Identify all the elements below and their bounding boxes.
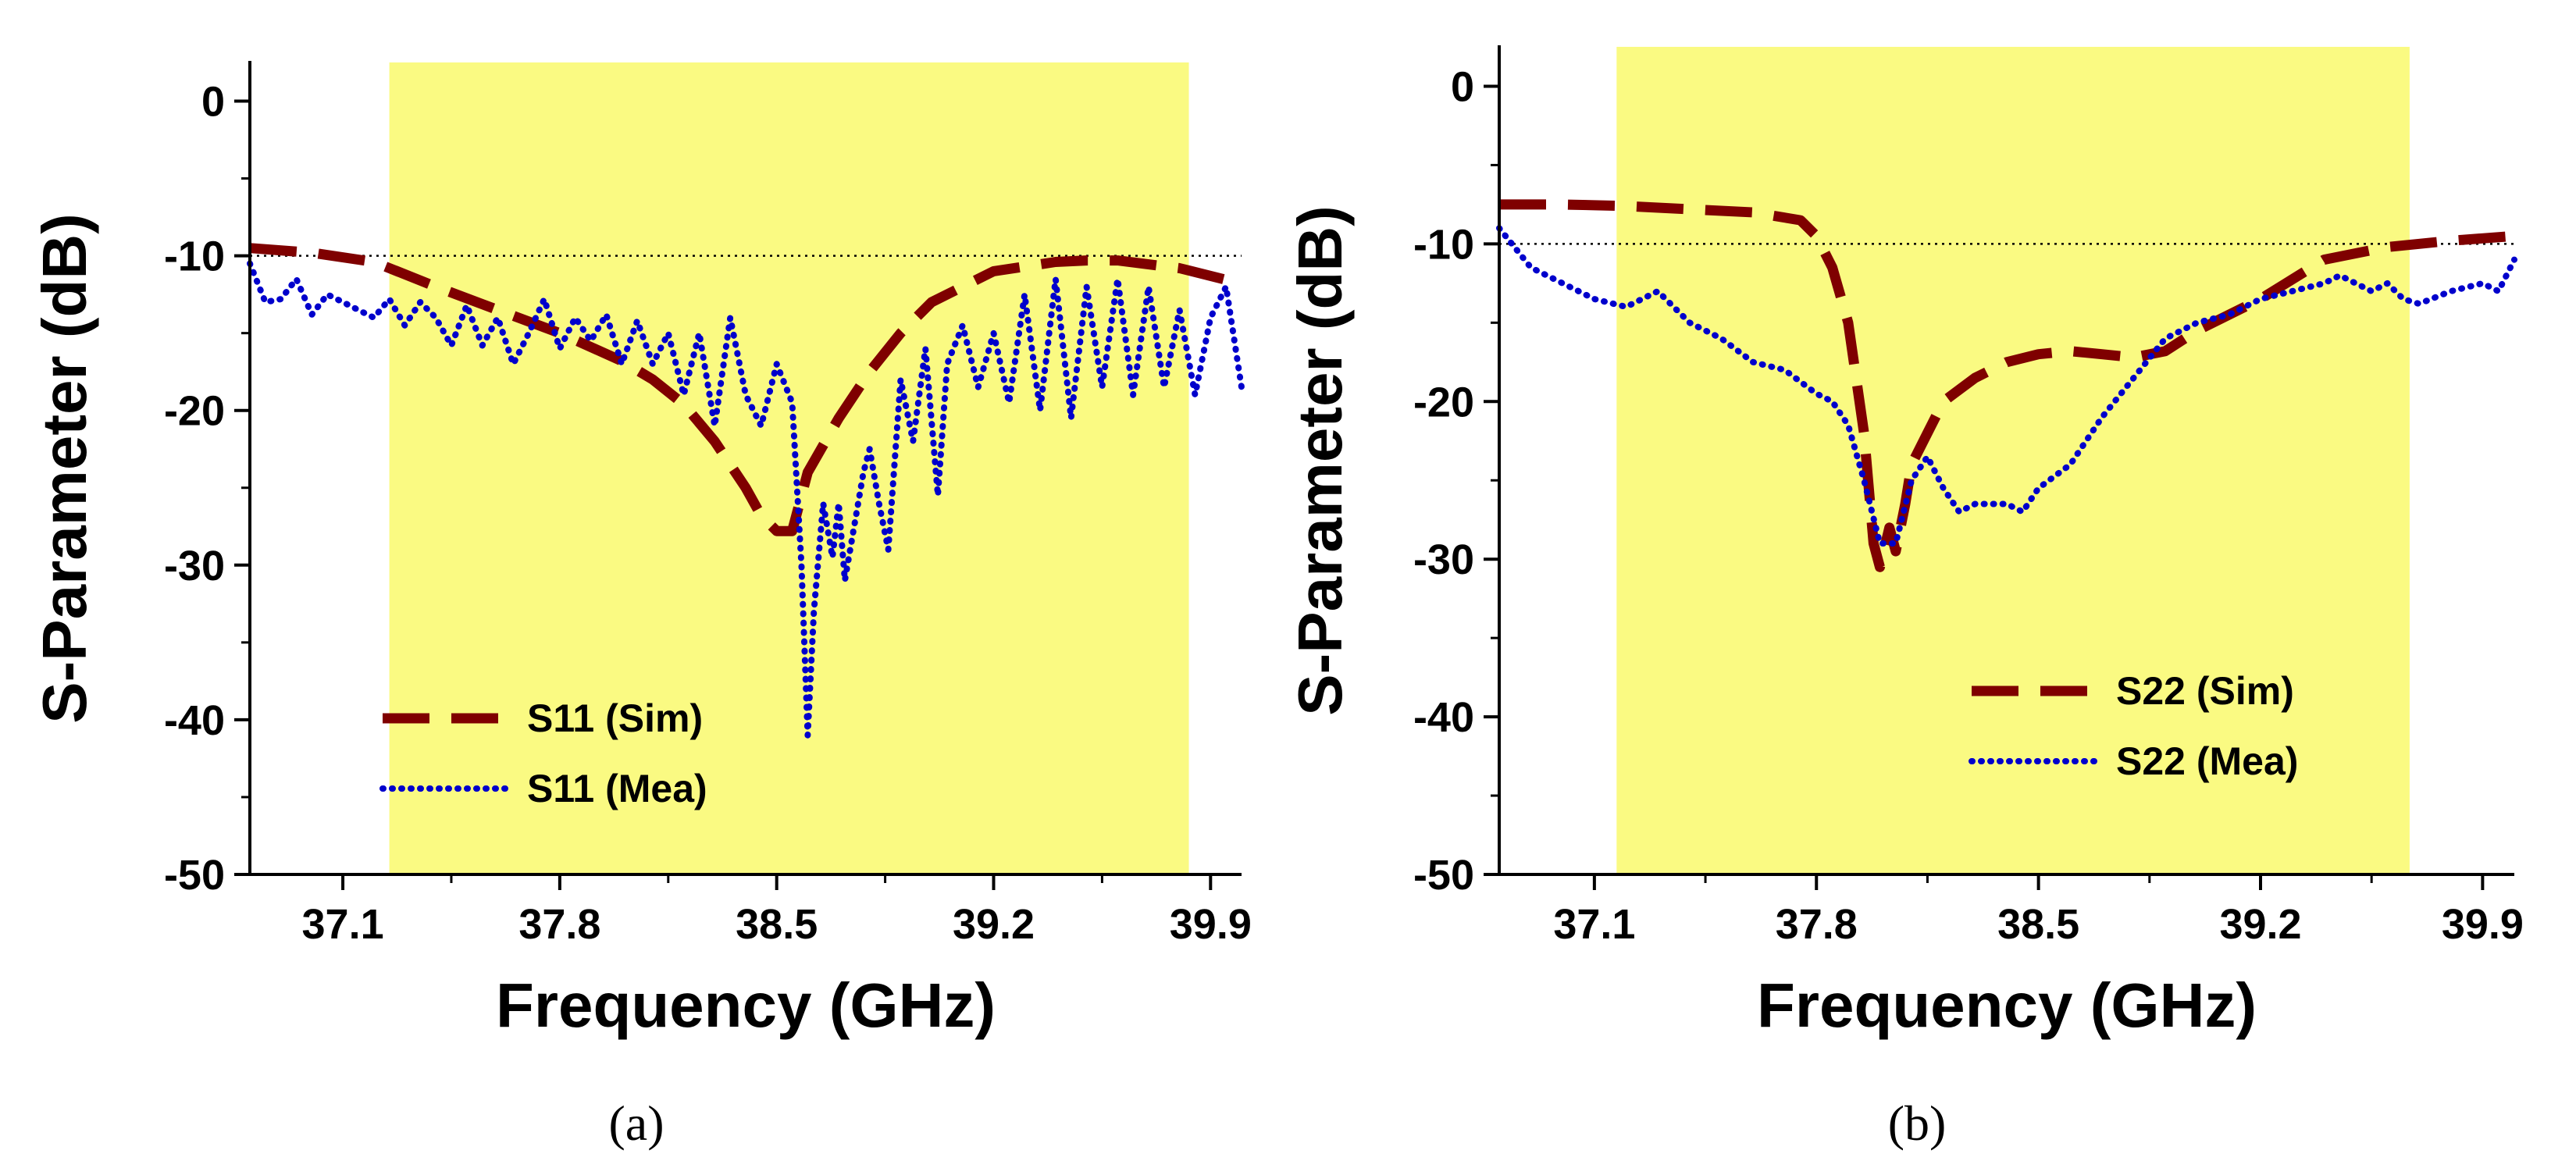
series-mea-line (247, 260, 1245, 739)
x-axis-title: Frequency (GHz) (1757, 970, 2257, 1040)
y-tick-label: -30 (164, 543, 225, 589)
x-tick-label: 37.8 (518, 901, 600, 948)
y-tick-label: 0 (201, 79, 225, 126)
y-tick-label: -50 (1413, 852, 1474, 899)
y-tick-label: -40 (1413, 694, 1474, 741)
y-tick-label: -10 (164, 233, 225, 280)
y-axis-title: S-Parameter (dB) (30, 213, 99, 724)
panel-b: 0 -10 -20 -30 -40 -50 37.1 37.8 38.5 39.2 39.9 Freq… (1285, 45, 2524, 1151)
highlight-band (389, 62, 1189, 874)
y-tick-label: -20 (1413, 379, 1474, 426)
highlight-band (1616, 47, 2410, 874)
series-sim-line (249, 243, 1243, 536)
x-tick-label: 39.9 (2442, 901, 2524, 948)
y-tick-label: -20 (164, 388, 225, 435)
series-mea-line (1496, 225, 2517, 547)
x-tick-label: 37.1 (302, 901, 384, 948)
y-tick-label: -30 (1413, 536, 1474, 583)
panel-caption: (a) (608, 1095, 664, 1151)
legend-label: S22 (Mea) (2116, 739, 2298, 783)
y-axis-title: S-Parameter (dB) (1285, 205, 1355, 716)
y-tick-label: 0 (1451, 63, 1474, 110)
legend-label: S11 (Mea) (527, 767, 707, 810)
y-tick-label: -40 (164, 697, 225, 744)
x-tick-label: 37.1 (1553, 901, 1635, 948)
series-sim-line (1499, 199, 2515, 572)
x-tick-label: 38.5 (736, 901, 818, 948)
x-tick-label: 39.9 (1170, 901, 1252, 948)
x-tick-label: 39.2 (953, 901, 1035, 948)
y-tick-label: -10 (1413, 221, 1474, 268)
x-tick-label: 39.2 (2219, 901, 2301, 948)
legend-label: S22 (Sim) (2116, 669, 2294, 713)
x-tick-label: 38.5 (1997, 901, 2079, 948)
panel-caption: (b) (1888, 1095, 1947, 1151)
legend-label: S11 (Sim) (527, 696, 703, 740)
panel-a: 0 -10 -20 -30 -40 -50 37.1 37.8 38.5 39.2 39.9 Freq… (30, 61, 1252, 1151)
x-axis-title: Frequency (GHz) (496, 970, 996, 1040)
y-tick-label: -50 (164, 852, 225, 899)
x-tick-label: 37.8 (1776, 901, 1858, 948)
